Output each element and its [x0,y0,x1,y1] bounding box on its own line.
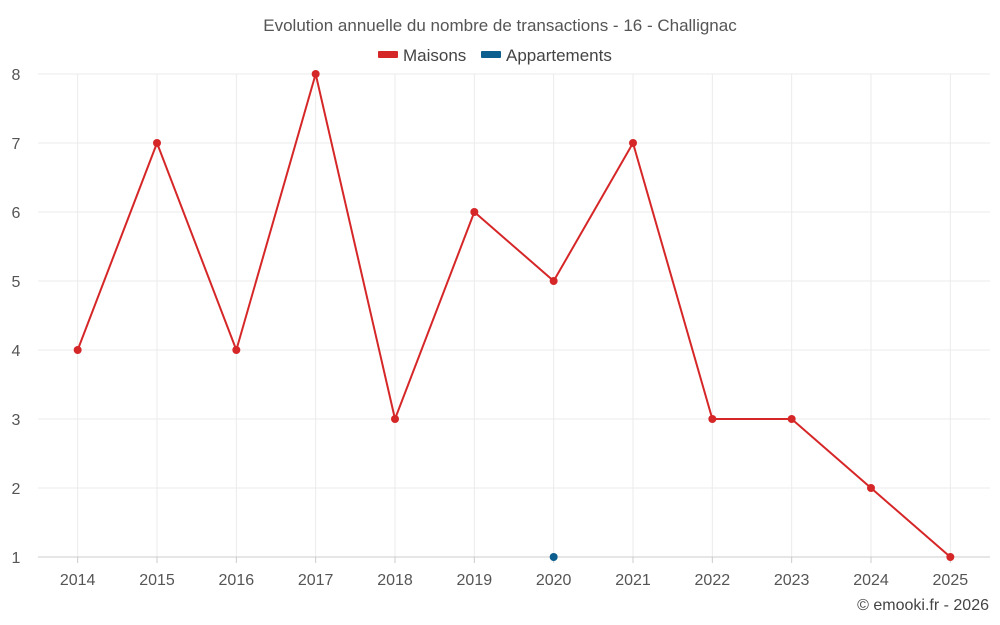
x-tick-label: 2017 [298,572,334,589]
y-tick-label: 6 [12,205,21,222]
x-tick-label: 2014 [60,572,96,589]
y-tick-label: 2 [12,481,21,498]
legend-label-appartements: Appartements [506,46,612,65]
data-point-maisons-2025[interactable] [946,553,955,561]
y-tick-label: 1 [12,550,21,567]
y-tick-label: 4 [12,343,21,360]
x-tick-label: 2019 [457,572,493,589]
data-point-maisons-2018[interactable] [391,415,399,423]
y-tick-label: 5 [12,274,21,291]
legend-label-maisons: Maisons [403,46,466,65]
legend: Maisons Appartements [378,46,612,65]
data-point-maisons-2021[interactable] [629,139,637,147]
x-tick-label: 2022 [695,572,731,589]
x-tick-label: 2018 [377,572,413,589]
legend-item-maisons[interactable]: Maisons [378,46,466,65]
data-point-maisons-2023[interactable] [787,415,796,423]
x-tick-label: 2023 [774,572,810,589]
y-tick-label: 8 [12,67,21,84]
y-tick-label: 7 [12,136,21,153]
x-tick-label: 2025 [933,572,969,589]
data-point-appartements-2020[interactable] [549,553,558,561]
chart-title: Evolution annuelle du nombre de transact… [263,16,737,35]
x-tick-label: 2020 [536,572,572,589]
x-tick-label: 2021 [615,572,651,589]
credit-text: © emooki.fr - 2026 [857,597,989,614]
series-line-maisons [76,73,951,558]
axes: 1 2 3 4 5 6 7 8 2014 2015 2016 2017 2018 2019 2020 2021… [12,67,990,589]
data-point-maisons-2024[interactable] [867,484,875,492]
legend-item-appartements[interactable]: Appartements [481,46,612,65]
data-point-maisons-2015[interactable] [153,139,161,147]
x-tick-label: 2015 [139,572,175,589]
y-tick-label: 3 [12,412,21,429]
data-point-maisons-2017[interactable] [311,70,320,78]
legend-swatch-maisons [378,51,398,58]
data-point-maisons-2020[interactable] [549,277,558,285]
x-tick-label: 2024 [853,572,889,589]
legend-swatch-appartements [481,51,501,58]
data-point-maisons-2022[interactable] [708,415,717,423]
x-tick-label: 2016 [219,572,255,589]
data-point-maisons-2016[interactable] [232,346,241,354]
series [73,70,955,561]
data-point-maisons-2019[interactable] [470,208,479,216]
grid [38,73,990,557]
data-point-maisons-2014[interactable] [73,346,82,354]
